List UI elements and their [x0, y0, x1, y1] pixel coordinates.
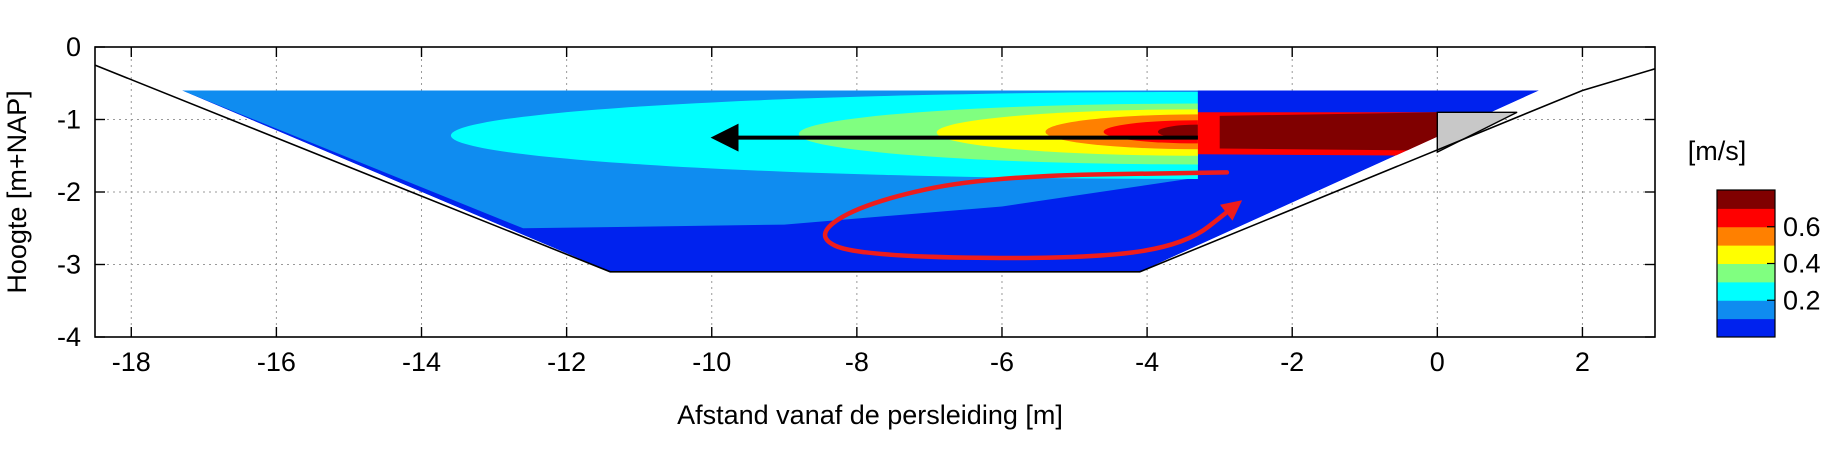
colorbar-tick-label: 0.2	[1783, 285, 1821, 315]
colorbar: [m/s] 0.2 0.4 0.6	[1688, 136, 1821, 338]
channel-profile	[95, 64, 1655, 273]
velocity-zone-group	[182, 90, 1539, 272]
colorbar-band	[1717, 190, 1775, 209]
x-tick-label: -18	[112, 347, 151, 377]
y-tick-label: 0	[66, 32, 81, 62]
y-tick-label: -1	[57, 105, 81, 135]
x-tick-label: 2	[1575, 347, 1590, 377]
colorbar-band	[1717, 263, 1775, 283]
velocity-zone	[1197, 90, 1539, 113]
channel-bed-line	[95, 64, 1655, 273]
velocity-zone	[1157, 124, 1198, 140]
colorbar-band	[1717, 245, 1775, 264]
x-tick-label: -16	[257, 347, 296, 377]
x-tick-labels: -18 -16 -14 -12 -10 -8 -6 -4 -2 0 2	[112, 347, 1590, 377]
colorbar-bands	[1717, 190, 1775, 338]
colorbar-band	[1717, 281, 1775, 301]
y-tick-labels: 0 -1 -2 -3 -4	[57, 32, 81, 352]
x-tick-label: -6	[990, 347, 1014, 377]
y-tick-label: -3	[57, 250, 81, 280]
flow-annotations	[710, 123, 1243, 261]
return-flow-arrow	[822, 170, 1243, 261]
x-tick-label: -10	[692, 347, 731, 377]
colorbar-band	[1717, 318, 1775, 338]
x-tick-label: -2	[1280, 347, 1304, 377]
colorbar-tick-label: 0.4	[1783, 249, 1821, 279]
x-tick-label: -8	[845, 347, 869, 377]
x-tick-label: -4	[1135, 347, 1159, 377]
velocity-zones	[182, 90, 1539, 272]
colorbar-band	[1717, 300, 1775, 320]
x-tick-label: -14	[402, 347, 441, 377]
x-tick-label: 0	[1430, 347, 1445, 377]
x-tick-label: -12	[547, 347, 586, 377]
colorbar-title: [m/s]	[1688, 136, 1747, 166]
colorbar-band	[1717, 226, 1775, 246]
axis-ticks	[95, 46, 1655, 338]
y-axis-label: Hoogte [m+NAP]	[2, 90, 32, 293]
colorbar-band	[1717, 208, 1775, 228]
x-axis-label: Afstand vanaf de persleiding [m]	[677, 400, 1063, 430]
velocity-zone	[1219, 112, 1438, 151]
colorbar-tick-label: 0.6	[1783, 212, 1821, 242]
plot-area	[94, 46, 1656, 338]
y-tick-label: -4	[57, 322, 81, 352]
y-tick-label: -2	[57, 177, 81, 207]
colorbar-ticks: 0.2 0.4 0.6	[1767, 212, 1821, 315]
